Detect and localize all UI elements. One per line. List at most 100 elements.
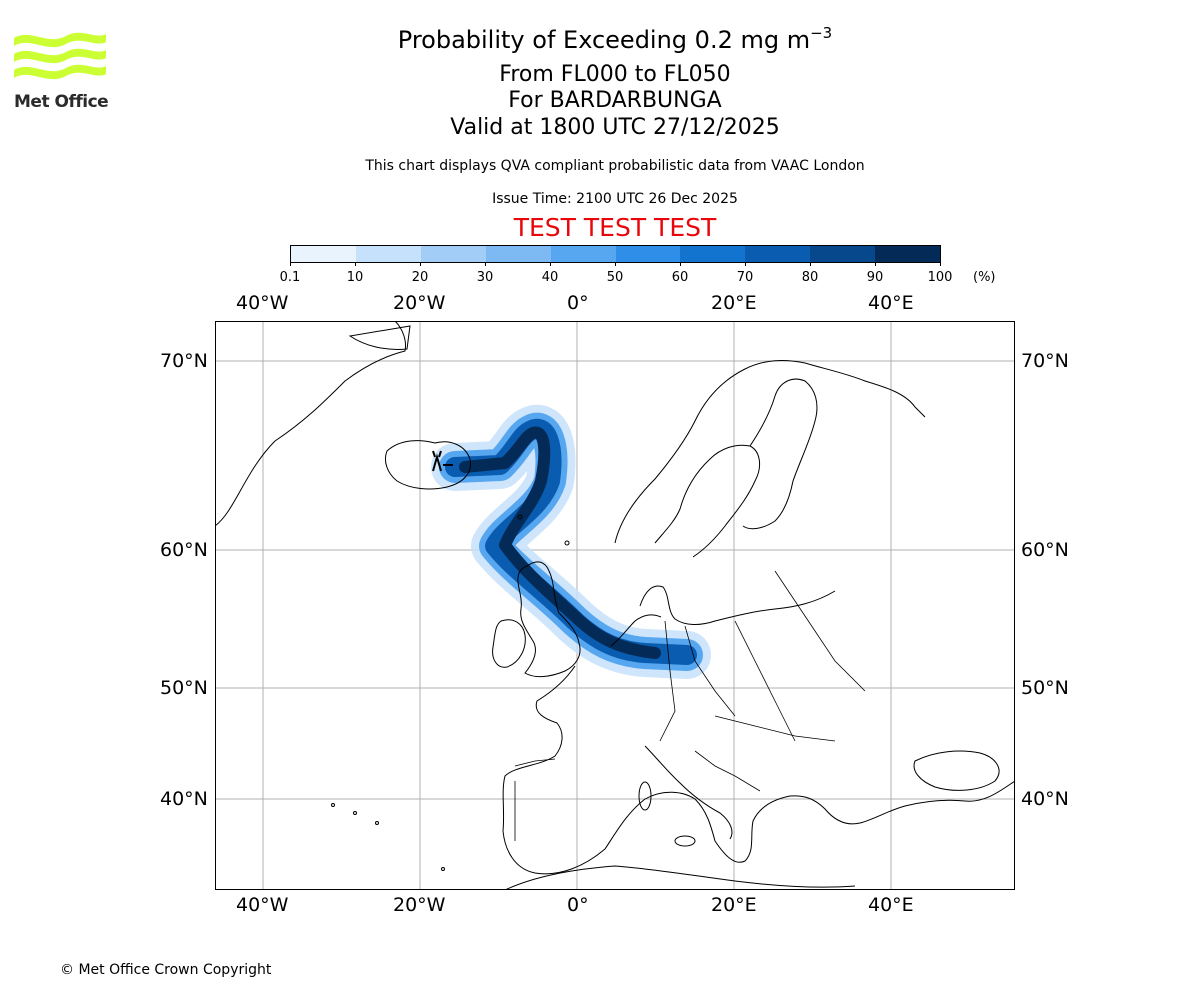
colorbar-bin — [810, 246, 876, 262]
colorbar-tick-mark — [745, 262, 746, 266]
north-africa-coast — [504, 865, 856, 890]
lat-label-left: 70°N — [160, 350, 208, 372]
border-pl-by — [734, 620, 796, 742]
colorbar-tick-mark — [485, 262, 486, 266]
chart-title: Probability of Exceeding 0.2 mg m−3 — [0, 24, 1200, 54]
azores-island — [331, 803, 335, 807]
lon-label-bottom: 20°E — [711, 894, 757, 916]
black-sea-coast — [913, 750, 1000, 791]
italy-coast — [644, 745, 733, 840]
issue-time: Issue Time: 2100 UTC 26 Dec 2025 — [492, 191, 738, 207]
volcano-marker-icon — [432, 450, 453, 472]
colorbar-tick-mark — [680, 262, 681, 266]
colorbar-bin — [291, 246, 356, 262]
greenland-inlet — [348, 325, 411, 350]
volcano-marker — [432, 450, 453, 472]
colorbar-tick-label: 80 — [801, 270, 819, 285]
greenland-coast — [215, 321, 406, 527]
lon-label-bottom: 40°E — [868, 894, 914, 916]
colorbar-bin — [420, 246, 486, 262]
met-office-logo-text: Met Office — [14, 92, 109, 112]
colorbar-tick-mark — [290, 262, 291, 266]
map-gridlines — [215, 321, 1015, 890]
colorbar-bin — [485, 246, 551, 262]
lat-label-left: 60°N — [160, 539, 208, 561]
lon-label-top: 40°E — [868, 292, 914, 314]
colorbar-tick-label: 50 — [606, 270, 624, 285]
colorbar-tick-mark — [420, 262, 421, 266]
sweden-coast — [654, 444, 761, 558]
lat-label-right: 50°N — [1021, 677, 1069, 699]
chart-title-text: Probability of Exceeding 0.2 mg m — [397, 26, 811, 54]
norway-coast — [614, 360, 926, 544]
colorbar-tick-label: 70 — [736, 270, 754, 285]
qva-note: This chart displays QVA compliant probab… — [365, 158, 865, 174]
colorbar-tick-label: 30 — [476, 270, 494, 285]
lat-label-left: 40°N — [160, 788, 208, 810]
flight-level-subtitle: From FL000 to FL050 — [499, 62, 731, 87]
colorbar-tick-mark — [810, 262, 811, 266]
europe-south-coast — [502, 665, 1015, 875]
country-borders — [514, 570, 866, 841]
shetland-islands — [564, 540, 570, 546]
valid-time-subtitle: Valid at 1800 UTC 27/12/2025 — [450, 115, 780, 140]
faroe-islands — [517, 514, 523, 520]
great-britain-coast — [517, 561, 581, 678]
iceland-coast — [384, 440, 472, 490]
colorbar-bin — [745, 246, 811, 262]
colorbar-tick-mark — [875, 262, 876, 266]
border-central — [714, 715, 836, 742]
sicily — [674, 835, 696, 847]
lat-label-right: 40°N — [1021, 788, 1069, 810]
finland-coast — [742, 378, 818, 530]
colorbar-tick-mark — [940, 262, 941, 266]
met-office-logo — [14, 32, 106, 80]
lon-label-top: 20°E — [711, 292, 757, 314]
colorbar-tick-label: 60 — [671, 270, 689, 285]
colorbar-tick-label: 20 — [411, 270, 429, 285]
border-baltic-ru — [774, 570, 866, 692]
colorbar-tick-mark — [355, 262, 356, 266]
coastlines — [215, 321, 1015, 890]
map-border — [215, 321, 1015, 890]
madeira-island — [441, 867, 445, 871]
ash-probability-map — [215, 321, 1015, 890]
colorbar-tick-label: 100 — [927, 270, 953, 285]
colorbar-tick-label: 0.1 — [279, 270, 301, 285]
test-banner: TEST TEST TEST — [513, 213, 717, 242]
lon-label-top: 0° — [567, 292, 589, 314]
colorbar-tick-mark — [550, 262, 551, 266]
ireland-coast — [492, 619, 526, 668]
colorbar-unit: (%) — [973, 270, 996, 285]
lat-label-right: 60°N — [1021, 539, 1069, 561]
ash-plume — [431, 405, 711, 679]
plume-core — [459, 426, 661, 659]
baltic-south-coast — [639, 585, 836, 625]
lon-label-top: 20°W — [393, 292, 446, 314]
lat-label-right: 70°N — [1021, 350, 1069, 372]
colorbar-bin — [875, 246, 941, 262]
colorbar-bin — [680, 246, 746, 262]
probability-colorbar — [290, 245, 941, 263]
azores-island — [375, 821, 379, 825]
border-fr-de — [659, 620, 676, 742]
border-es-fr — [514, 758, 556, 767]
colorbar-tick-mark — [615, 262, 616, 266]
border-balkans — [694, 750, 761, 792]
corsica-sardinia — [638, 781, 652, 811]
border-de-pl — [684, 625, 736, 717]
copyright-notice: © Met Office Crown Copyright — [60, 962, 272, 978]
colorbar-tick-label: 10 — [346, 270, 364, 285]
lon-label-bottom: 0° — [567, 894, 589, 916]
colorbar-tick-label: 90 — [866, 270, 884, 285]
lon-label-top: 40°W — [236, 292, 289, 314]
colorbar-tick-label: 40 — [541, 270, 559, 285]
colorbar-bin — [615, 246, 681, 262]
colorbar-bin — [550, 246, 616, 262]
netherlands-coast — [610, 614, 662, 647]
chart-title-superscript: −3 — [810, 24, 833, 42]
lon-label-bottom: 40°W — [236, 894, 289, 916]
lon-label-bottom: 20°W — [393, 894, 446, 916]
colorbar-bin — [355, 246, 421, 262]
lat-label-left: 50°N — [160, 677, 208, 699]
